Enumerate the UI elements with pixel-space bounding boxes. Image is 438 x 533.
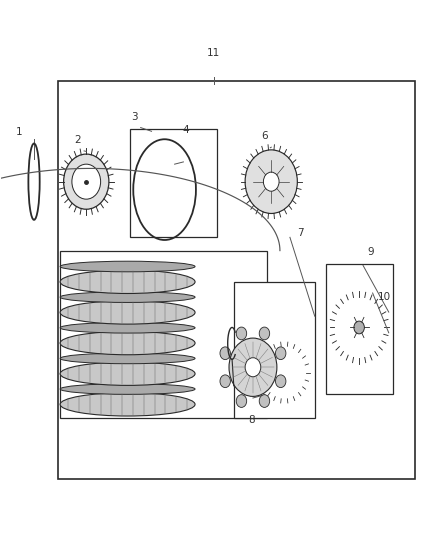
- Circle shape: [259, 327, 270, 340]
- Text: 7: 7: [297, 228, 304, 238]
- Circle shape: [354, 321, 364, 334]
- Ellipse shape: [60, 301, 195, 324]
- Bar: [130, 128, 217, 237]
- Circle shape: [236, 394, 247, 407]
- Circle shape: [276, 362, 293, 383]
- Text: 3: 3: [131, 112, 138, 122]
- Circle shape: [245, 150, 297, 214]
- Circle shape: [334, 297, 385, 358]
- Circle shape: [262, 346, 306, 399]
- Circle shape: [245, 358, 261, 377]
- Ellipse shape: [60, 362, 195, 385]
- Text: 10: 10: [378, 292, 391, 302]
- Circle shape: [276, 347, 286, 360]
- Bar: [325, 264, 393, 394]
- Circle shape: [72, 164, 101, 199]
- Circle shape: [236, 327, 247, 340]
- Bar: [234, 282, 315, 418]
- Circle shape: [220, 375, 230, 387]
- Circle shape: [276, 375, 286, 387]
- Ellipse shape: [60, 393, 195, 416]
- Text: 4: 4: [182, 125, 189, 135]
- Text: 1: 1: [15, 127, 22, 136]
- Ellipse shape: [60, 261, 195, 272]
- Text: 5: 5: [240, 364, 247, 374]
- Text: 6: 6: [261, 131, 268, 141]
- Circle shape: [64, 154, 109, 209]
- Ellipse shape: [60, 332, 195, 355]
- Text: 11: 11: [207, 47, 220, 58]
- Circle shape: [350, 316, 369, 339]
- Ellipse shape: [60, 353, 195, 364]
- Circle shape: [229, 338, 277, 397]
- Text: 2: 2: [74, 134, 81, 144]
- Circle shape: [220, 347, 230, 360]
- Circle shape: [263, 172, 279, 191]
- Bar: [58, 81, 415, 479]
- Circle shape: [259, 394, 270, 407]
- Ellipse shape: [60, 322, 195, 333]
- Ellipse shape: [60, 270, 195, 294]
- Ellipse shape: [60, 292, 195, 302]
- Bar: [60, 251, 267, 418]
- Ellipse shape: [60, 384, 195, 394]
- Text: 9: 9: [367, 247, 374, 257]
- Text: 8: 8: [248, 415, 255, 425]
